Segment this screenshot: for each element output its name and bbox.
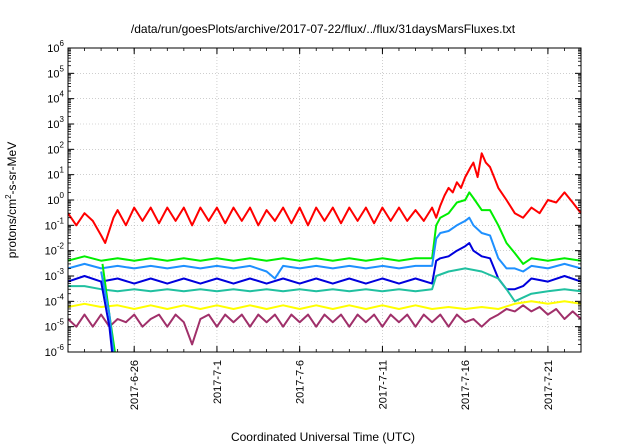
series-line-3: [68, 216, 581, 280]
series-line-4: [68, 242, 581, 291]
series-line-7: [68, 304, 581, 346]
y-tick-label: 100: [47, 191, 64, 207]
chart-title: /data/run/goesPlots/archive/2017-07-22/f…: [131, 22, 516, 36]
series-line-2: [68, 191, 581, 265]
y-tick-label: 103: [47, 115, 64, 131]
y-tick-label: 101: [47, 166, 64, 182]
series-line-1: [68, 152, 581, 244]
x-tick-label: 2017-7-1: [212, 360, 224, 404]
y-tick-label: 10-2: [45, 242, 65, 258]
y-tick-label: 104: [47, 90, 64, 106]
y-tick-label: 10-1: [45, 216, 65, 232]
x-axis: 2017-6-26 2017-7-1 2017-7-6 2017-7-11 2017-7…: [84, 48, 565, 410]
series-line-6: [68, 300, 581, 310]
y-tick-label: 10-3: [45, 267, 65, 283]
y-axis: 10-6 10-5 10-4 10-3 10-2 10-1 100 101 102 103 104 1…: [45, 39, 581, 359]
series-line-5: [68, 267, 581, 303]
x-axis-label: Coordinated Universal Time (UTC): [231, 430, 415, 444]
y-tick-label: 106: [47, 39, 64, 55]
series-line-9: [100, 271, 115, 352]
y-axis-label: protons/cm2-s-sr-MeV: [4, 142, 19, 258]
y-tick-label: 105: [47, 64, 64, 80]
x-tick-label: 2017-7-16: [460, 360, 472, 410]
x-tick-label: 2017-7-21: [543, 360, 555, 410]
y-tick-label: 10-5: [45, 318, 65, 334]
y-tick-label: 102: [47, 140, 64, 156]
x-tick-label: 2017-7-6: [295, 360, 307, 404]
x-tick-label: 2017-7-11: [377, 360, 389, 409]
y-tick-label: 10-4: [45, 292, 65, 308]
series-layer: [68, 152, 581, 352]
series-line-10: [100, 281, 114, 352]
y-tick-label: 10-6: [45, 343, 65, 359]
x-tick-label: 2017-6-26: [129, 360, 141, 410]
